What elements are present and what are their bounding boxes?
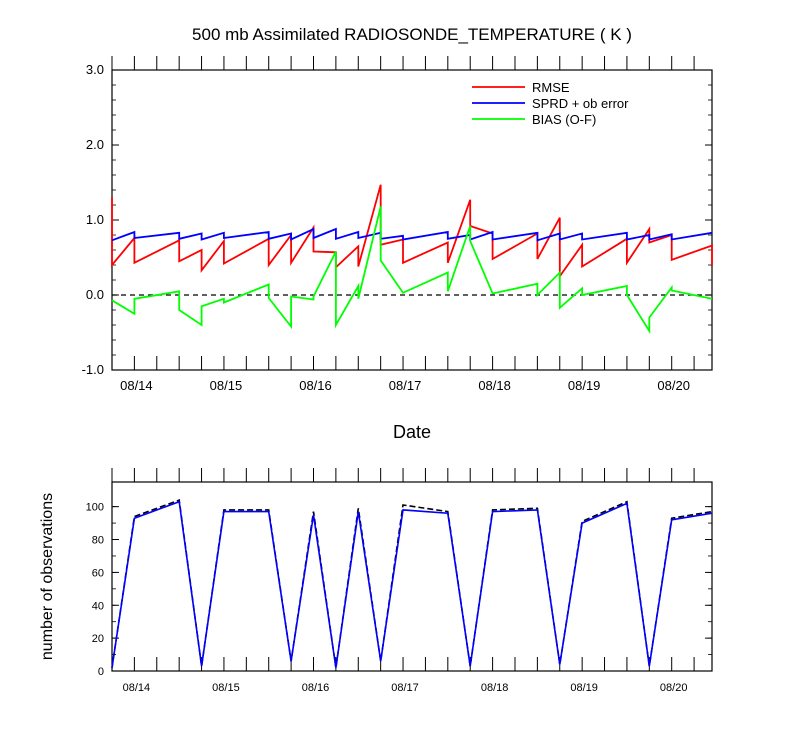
legend-label: SPRD + ob error [532,96,629,111]
top-chart-plot: 3.0 2.0 1.0 0.0 -1.0 08/14 08/15 08/16 08/17 08/1… [82,56,713,393]
series-line-rmse [111,184,713,280]
y-tick-label: 40 [92,600,104,612]
y-tick-label: 60 [92,567,104,579]
y-tick-label: 3.0 [86,62,104,77]
x-tick-label: 08/15 [212,682,240,694]
y-tick-label: 20 [92,633,104,645]
series-line-solid [111,500,713,668]
y-tick-label: 0.0 [86,287,104,302]
y-tick-label: 2.0 [86,137,104,152]
y-tick-label: 0 [98,666,104,678]
series-line-bias-o-f [111,206,713,335]
x-tick-label: 08/18 [481,682,509,694]
x-tick-label: 08/18 [478,378,511,393]
x-tick-label: 08/20 [660,682,688,694]
x-tick-label: 08/17 [389,378,422,393]
x-tick-label: 08/20 [657,378,690,393]
y-tick-label: 80 [92,535,104,547]
x-tick-label: 08/14 [120,378,153,393]
chart-title: 500 mb Assimilated RADIOSONDE_TEMPERATUR… [192,25,632,44]
x-tick-label: 08/16 [302,682,330,694]
y-tick-label: -1.0 [82,362,104,377]
x-axis-label: Date [393,422,431,442]
y-axis-label: number of observations [39,493,56,660]
x-tick-label: 08/15 [210,378,243,393]
x-tick-label: 08/19 [568,378,601,393]
bottom-chart-plot: 0 20 40 60 80 100 08/14 08/15 08/16 08/17 08/18 08/… [39,468,713,694]
legend-label: RMSE [532,80,570,95]
x-tick-label: 08/14 [123,682,151,694]
series-line-dashed [111,499,713,668]
series-line-sprd-ob-error [111,227,713,242]
x-tick-label: 08/19 [570,682,598,694]
y-tick-label: 1.0 [86,212,104,227]
plot-frame [111,481,713,672]
legend-label: BIAS (O-F) [532,112,596,127]
y-tick-label: 100 [86,502,104,514]
x-tick-label: 08/16 [299,378,332,393]
x-tick-label: 08/17 [391,682,419,694]
